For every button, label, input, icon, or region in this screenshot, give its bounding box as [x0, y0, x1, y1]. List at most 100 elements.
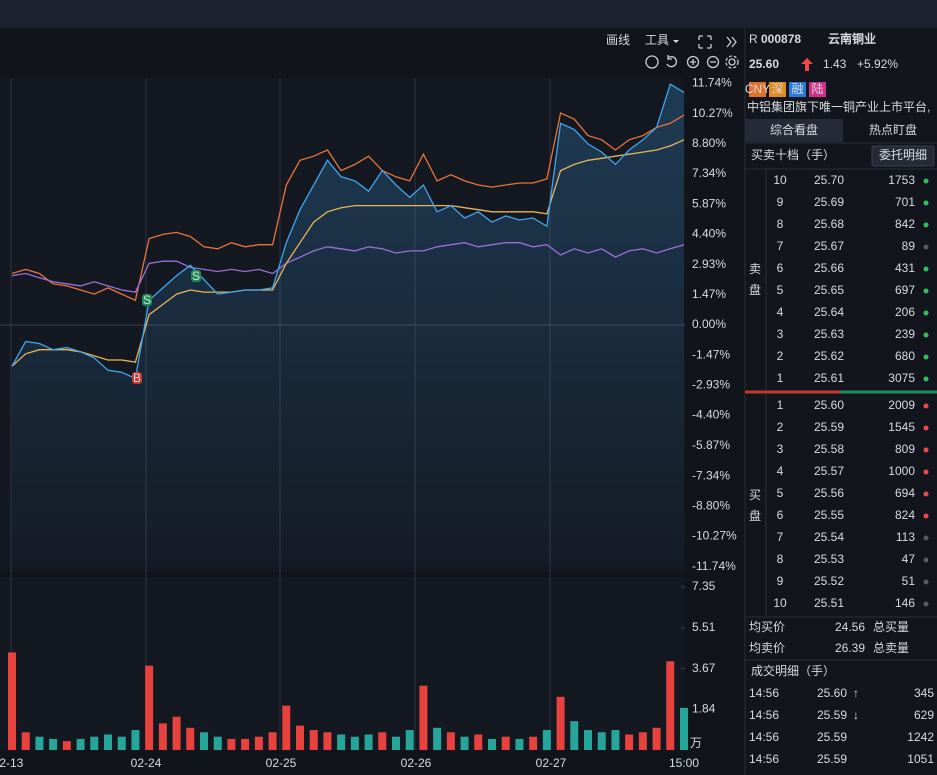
trade-mark: S [192, 269, 200, 283]
trade-price: 25.59 [817, 730, 847, 744]
volume-bar [200, 732, 208, 750]
level: 9 [777, 195, 784, 209]
summary-label: 均卖价 [749, 641, 785, 655]
book-price: 25.59 [814, 420, 844, 434]
book-dot [923, 491, 929, 497]
book-dot [923, 403, 929, 409]
book-price: 25.67 [814, 239, 844, 253]
summary-label: 均买价 [749, 620, 785, 634]
vol-tick-label: 1.84 [692, 701, 716, 715]
book-price: 25.69 [814, 195, 844, 209]
book-qty: 146 [895, 596, 915, 610]
y-tick-label: 0.00% [692, 317, 726, 331]
volume-bar [76, 738, 85, 750]
book-dot [923, 425, 929, 431]
level: 5 [777, 486, 784, 500]
book-qty: 697 [895, 283, 915, 297]
line-series [11, 242, 685, 293]
book-price: 25.51 [814, 596, 844, 610]
book-qty: 842 [895, 217, 915, 231]
vol-unit: 万 [690, 736, 702, 750]
volume-bar [529, 736, 538, 750]
volume-bar [104, 734, 112, 750]
tab[interactable]: 综合看盘 [770, 122, 818, 137]
trade-time: 14:56 [749, 686, 779, 700]
trade-price: 25.59 [817, 752, 847, 766]
badge-bg [809, 82, 826, 97]
book-qty: 1545 [888, 420, 915, 434]
book-price: 25.60 [814, 398, 844, 412]
book-price: 25.55 [814, 508, 844, 522]
book-price: 25.61 [814, 371, 844, 385]
badge: 融 [791, 82, 803, 96]
volume-bar [378, 732, 387, 750]
level: 6 [777, 508, 784, 522]
y-tick-label: 7.34% [692, 166, 726, 180]
vol-tick-label: 7.35 [692, 579, 716, 593]
side-label: 盘 [749, 508, 761, 523]
volume-bar [611, 730, 620, 750]
book-price: 25.56 [814, 486, 844, 500]
trades-title: 成交明细（手） [751, 663, 835, 678]
vol-tick-label: 5.51 [692, 620, 716, 634]
level: 7 [777, 239, 784, 253]
level: 6 [777, 261, 784, 275]
volume-bar [474, 734, 483, 750]
tab[interactable]: 热点盯盘 [869, 122, 917, 137]
book-qty: 3075 [888, 371, 915, 385]
level: 7 [777, 530, 784, 544]
book-dot [923, 557, 929, 563]
flag: R [749, 32, 758, 46]
volume-bar [337, 734, 346, 750]
level: 2 [777, 420, 784, 434]
trade-price: 25.59 [817, 708, 847, 722]
volume-bar [172, 716, 181, 750]
line-series [11, 83, 685, 380]
level: 5 [777, 283, 784, 297]
badge-bg [789, 82, 806, 97]
level: 4 [777, 464, 784, 478]
y-tick-label: -1.47% [692, 347, 730, 361]
book-price: 25.68 [814, 217, 844, 231]
trade-time: 14:56 [749, 708, 779, 722]
y-tick-label: 8.80% [692, 136, 726, 150]
book-qty: 206 [895, 305, 915, 319]
volume-bar [254, 736, 263, 750]
volume-bar [323, 732, 332, 750]
line-series [11, 139, 685, 367]
trade-mark-bg [142, 294, 152, 306]
book-price: 25.53 [814, 552, 844, 566]
summary-total: 总买量 [873, 620, 909, 634]
name: 云南铜业 [828, 31, 876, 46]
volume-bar [570, 721, 579, 750]
book-qty: 2009 [888, 398, 915, 412]
summary-value: 24.56 [835, 620, 865, 634]
volume-bar [268, 732, 277, 750]
book-price: 25.65 [814, 283, 844, 297]
trade-mark: B [133, 371, 141, 385]
volume-bar [241, 738, 250, 750]
toolbar-tools[interactable]: 工具 [645, 33, 669, 47]
level: 8 [777, 552, 784, 566]
x-tick-label: 02-24 [131, 756, 162, 770]
volume-bar [446, 732, 455, 750]
trade-qty: 629 [914, 708, 934, 722]
book-dot [923, 244, 929, 250]
level: 4 [777, 305, 784, 319]
volume-bar [145, 665, 154, 750]
book-qty: 701 [895, 195, 915, 209]
book-price: 25.64 [814, 305, 844, 319]
change: 1.43 [823, 57, 847, 71]
book-dot [923, 535, 929, 541]
volume-bar [158, 723, 167, 750]
price: 25.60 [749, 57, 779, 71]
book-price: 25.57 [814, 464, 844, 478]
y-tick-label: 5.87% [692, 196, 726, 210]
y-tick-label: 4.40% [692, 227, 726, 241]
volume-bar [35, 736, 44, 750]
book-qty: 51 [902, 574, 916, 588]
trade-qty: 1242 [907, 730, 934, 744]
book-button[interactable]: 委托明细 [879, 148, 927, 162]
button-bg [871, 145, 935, 167]
